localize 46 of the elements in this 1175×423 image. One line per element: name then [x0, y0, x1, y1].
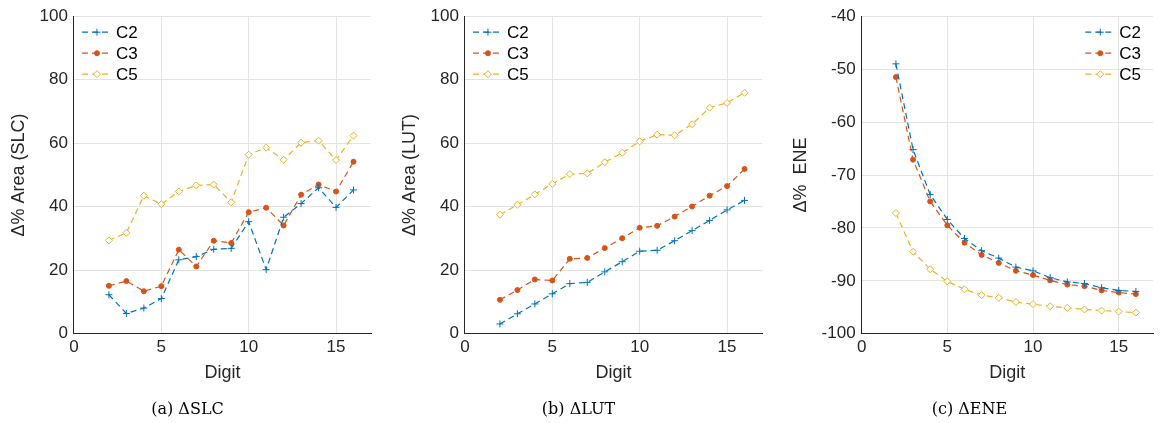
y-tick-label: -90: [831, 270, 856, 290]
legend-label: C2: [1119, 22, 1141, 42]
x-tick-label: 15: [717, 336, 737, 356]
y-tick-label: 100: [39, 5, 68, 25]
text: (c) ΔENE: [931, 398, 1008, 418]
x-tick-label: 15: [1109, 336, 1129, 356]
y-axis-title: Δ% Area (LUT): [398, 113, 419, 237]
legend-label: C2: [506, 22, 529, 42]
legend-label: C5: [506, 64, 529, 84]
x-axis-title: Digit: [204, 361, 241, 382]
x-tick-label: 10: [630, 336, 650, 356]
y-tick-label: 80: [440, 69, 459, 89]
x-axis-title: Digit: [989, 361, 1026, 382]
y-tick-label: 40: [440, 196, 459, 216]
y-tick-label: -100: [821, 323, 856, 343]
legend-label: C5: [115, 64, 138, 84]
x-axis-title: Digit: [595, 361, 632, 382]
y-tick-label: 60: [49, 132, 68, 152]
y-tick-label: 20: [49, 259, 68, 279]
y-axis-title: Δ% ENE: [789, 137, 810, 213]
x-tick-label: 5: [156, 336, 167, 356]
text: (b) ΔLUT: [541, 398, 616, 418]
legend-label: C3: [115, 43, 138, 63]
y-tick-label: -70: [831, 164, 856, 184]
y-tick-label: 0: [58, 323, 68, 343]
y-tick-label: -40: [831, 5, 856, 25]
y-tick-label: -50: [831, 58, 856, 78]
y-tick-label: 0: [449, 323, 459, 343]
y-tick-label: 40: [49, 196, 68, 216]
legend-label: C3: [506, 43, 529, 63]
x-tick-label: 5: [547, 336, 558, 356]
y-tick-label: 100: [430, 5, 459, 25]
x-tick-label: 15: [326, 336, 346, 356]
y-tick-label: 80: [49, 69, 68, 89]
legend-label: C3: [1119, 43, 1141, 63]
x-tick-label: 5: [942, 336, 953, 356]
y-axis-title: Δ% Area (SLC): [7, 113, 28, 237]
legend-label: C2: [115, 22, 138, 42]
y-tick-label: -80: [831, 217, 856, 237]
y-tick-label: 20: [440, 259, 459, 279]
legend-label: C5: [1119, 64, 1141, 84]
y-tick-label: -60: [831, 111, 856, 131]
y-tick-label: 60: [440, 132, 459, 152]
x-tick-label: 10: [1023, 336, 1043, 356]
x-tick-label: 10: [239, 336, 259, 356]
text: (a) ΔSLC: [151, 398, 224, 418]
